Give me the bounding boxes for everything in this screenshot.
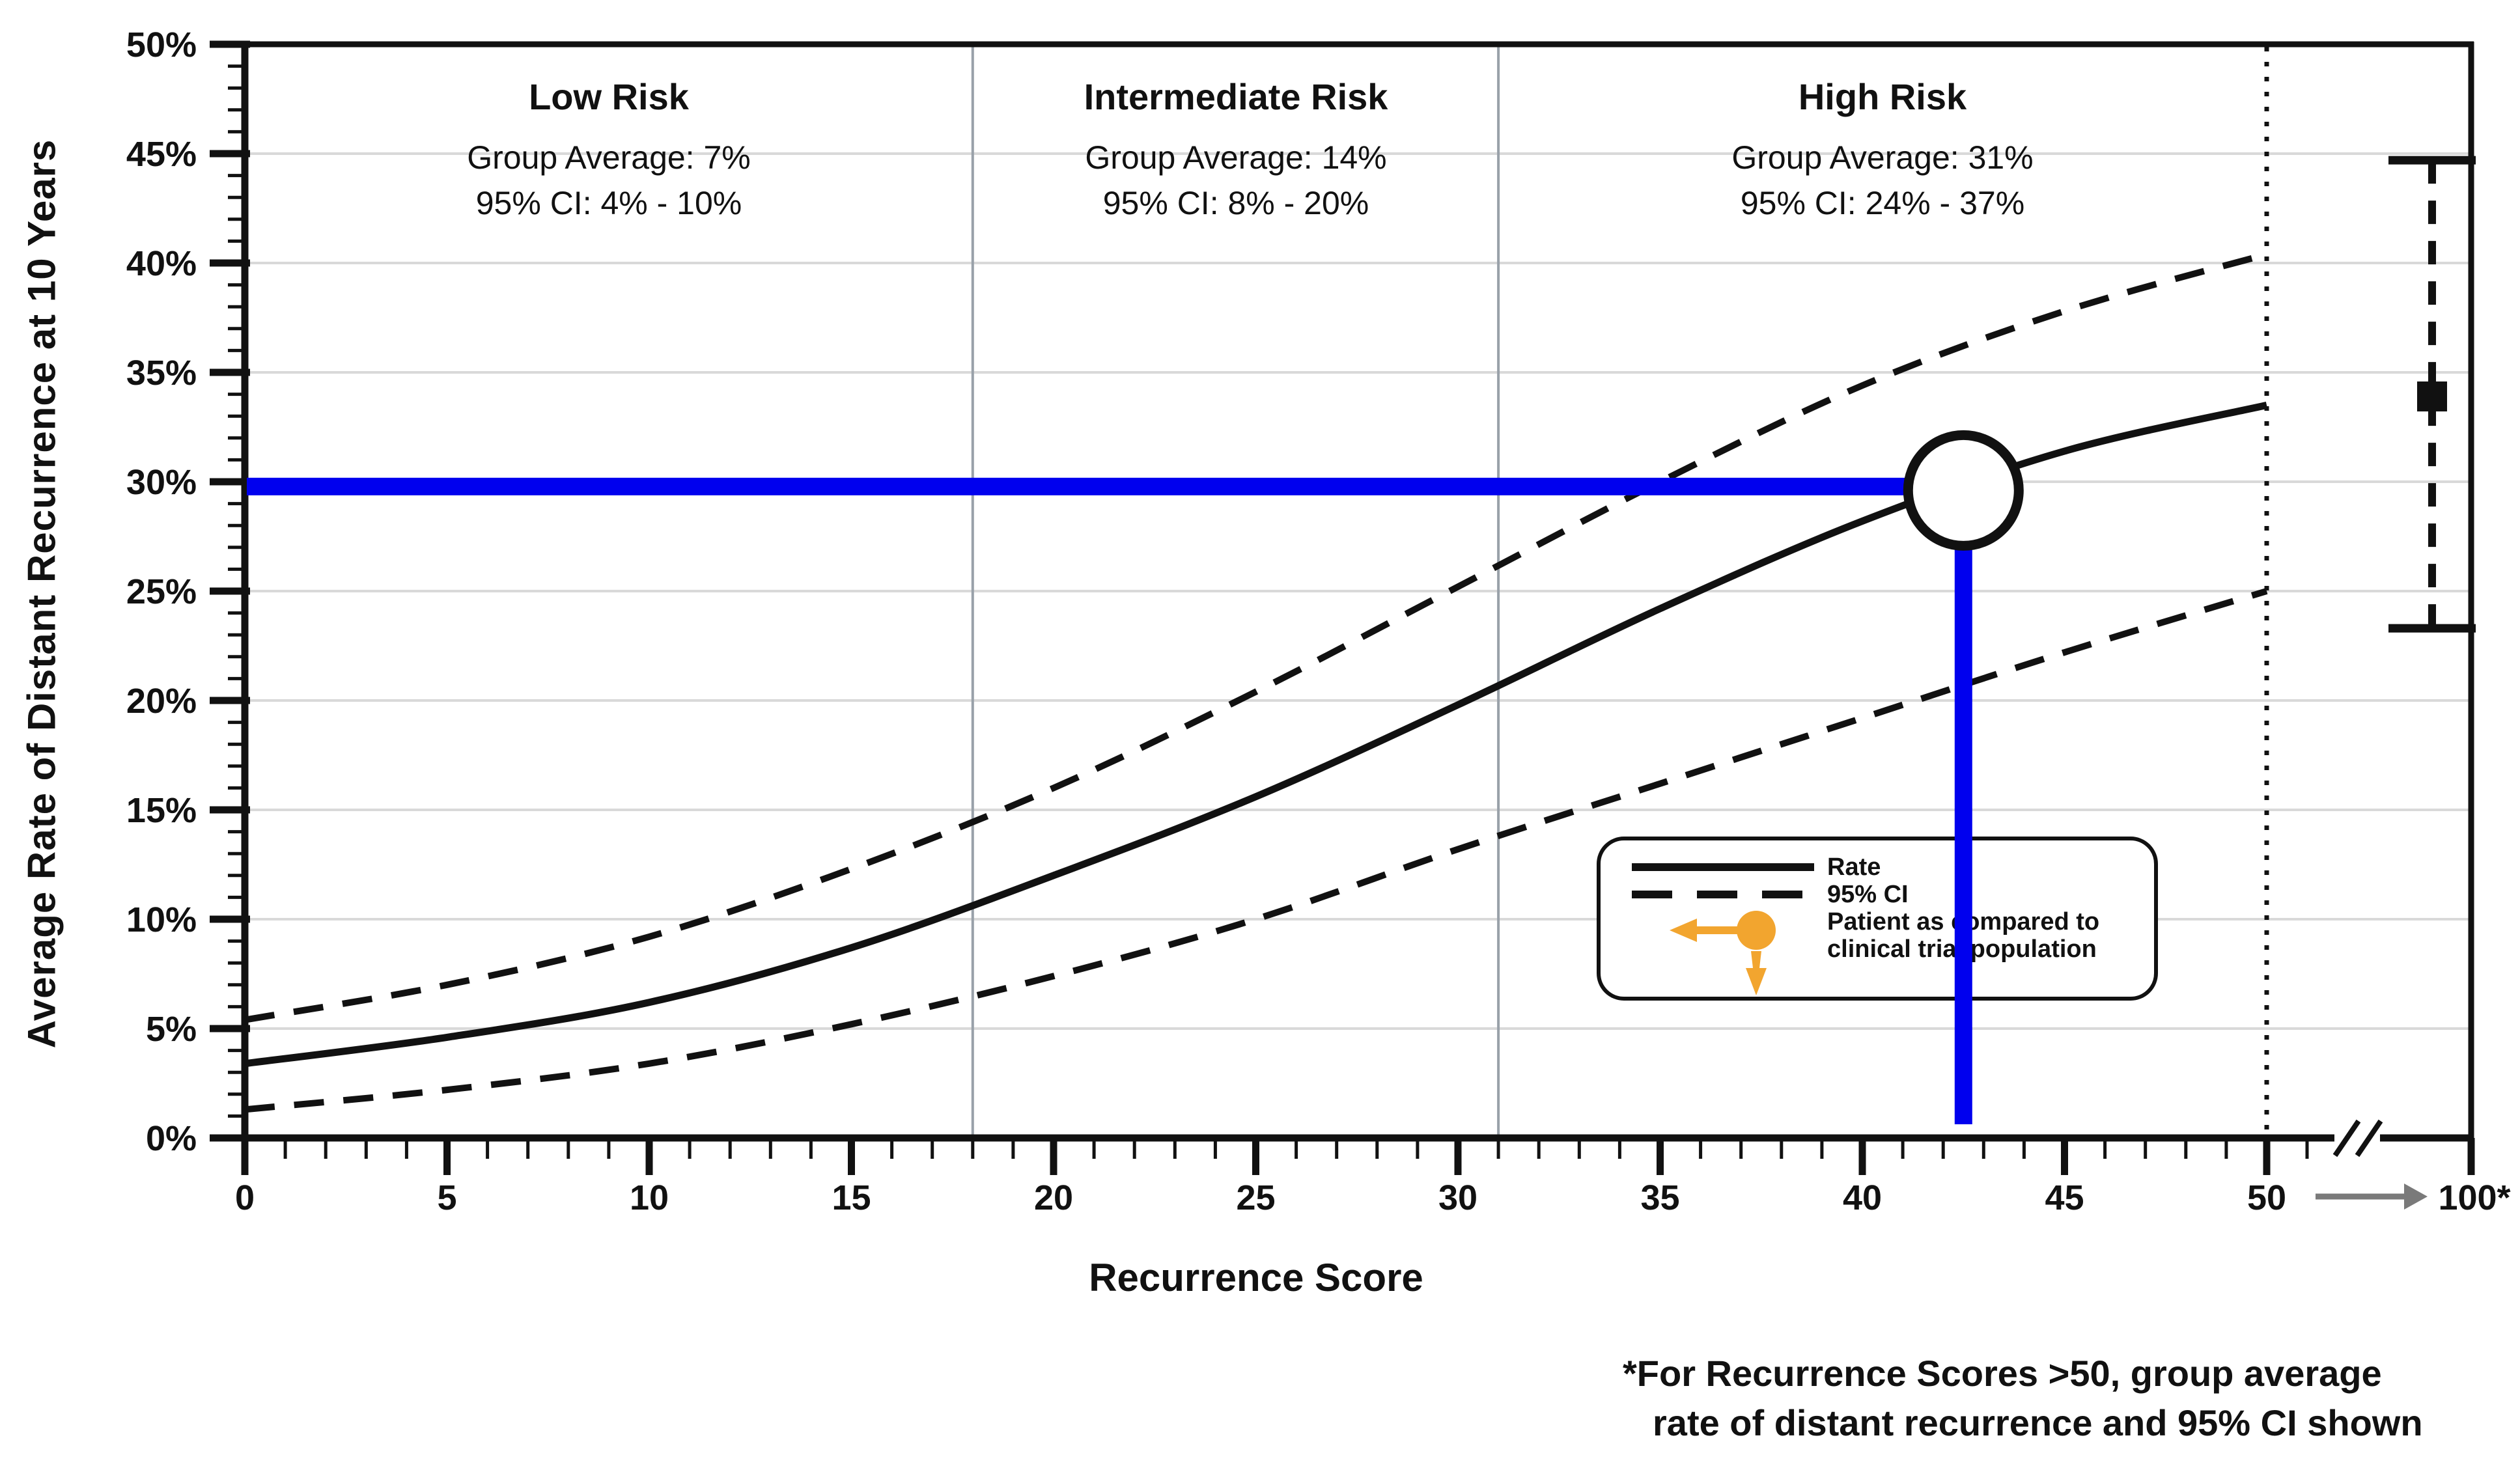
over50-average-marker — [2417, 381, 2447, 411]
footnote-line1: *For Recurrence Scores >50, group averag… — [1623, 1353, 2382, 1394]
tick-label: 50% — [126, 25, 197, 64]
tick-label: 40% — [126, 244, 197, 283]
ci-line-sample — [1632, 891, 1827, 898]
tick-label: 25% — [126, 572, 197, 611]
arrow-head-icon — [2404, 1184, 2428, 1210]
tick-label: 5% — [146, 1010, 197, 1049]
tick-label: 45 — [2045, 1178, 2084, 1217]
risk-zone-group-average: Group Average: 7% — [467, 139, 751, 176]
risk-zone-annotation-low: Low Risk Group Average: 7% 95% CI: 4% - … — [467, 76, 750, 226]
tick-label: 35 — [1640, 1178, 1679, 1217]
tick-label: 50 — [2247, 1178, 2286, 1217]
tick-label: 25 — [1236, 1178, 1275, 1217]
risk-zone-title: High Risk — [1798, 76, 1967, 117]
risk-zone-ci: 95% CI: 4% - 10% — [475, 185, 742, 221]
risk-zone-ci: 95% CI: 24% - 37% — [1740, 185, 2025, 221]
axis-break-slash — [2332, 1119, 2361, 1157]
legend-rate-label: Rate — [1827, 853, 1881, 881]
tick-label: 5 — [437, 1178, 456, 1217]
footnote: *For Recurrence Scores >50, group averag… — [1623, 1349, 2423, 1448]
legend-item-rate: Rate — [1632, 853, 2138, 881]
tick-label: 0% — [146, 1119, 197, 1158]
risk-zone-group-average: Group Average: 14% — [1085, 139, 1387, 176]
legend-item-patient: Patient as compared to clinical trial po… — [1632, 908, 2138, 997]
tick-label: 10 — [630, 1178, 669, 1217]
risk-zone-annotation-high: High Risk Group Average: 31% 95% CI: 24%… — [1731, 76, 2033, 226]
legend-patient-label-line1: Patient as compared to — [1827, 908, 2100, 935]
axis-break-gap — [2334, 1129, 2380, 1146]
tick-label: 100* — [2438, 1178, 2510, 1217]
patient-marker-circle — [1903, 430, 2024, 551]
axis-break-slash — [2355, 1119, 2383, 1157]
legend-item-ci: 95% CI — [1632, 881, 2138, 908]
x-axis-title: Recurrence Score — [1089, 1256, 1423, 1299]
risk-zone-group-average: Group Average: 31% — [1731, 139, 2034, 176]
y-axis-title: Average Rate of Distant Recurrence at 10… — [20, 139, 64, 1049]
tick-label: 45% — [126, 135, 197, 174]
tick-label: 20% — [126, 682, 197, 721]
rate-line-sample — [1632, 863, 1827, 871]
legend-patient-label: Patient as compared to clinical trial po… — [1827, 908, 2099, 963]
legend-patient-label-line2: clinical trial population — [1827, 935, 2097, 963]
footnote-line2: rate of distant recurrence and 95% CI sh… — [1653, 1402, 2423, 1443]
tick-label: 40 — [1843, 1178, 1882, 1217]
tick-label: 30 — [1438, 1178, 1477, 1217]
tick-label: 30% — [126, 463, 197, 502]
risk-zone-annotation-intermediate: Intermediate Risk Group Average: 14% 95%… — [1084, 76, 1388, 226]
legend-box: Rate 95% CI Patient as compared to clini… — [1597, 837, 2158, 1001]
risk-zone-title: Low Risk — [529, 76, 689, 117]
legend-ci-label: 95% CI — [1827, 881, 1909, 908]
patient-marker-icon — [1632, 908, 1827, 997]
risk-zone-ci: 95% CI: 8% - 20% — [1102, 185, 1369, 221]
tick-label: 15% — [126, 791, 197, 830]
tick-label: 0 — [235, 1178, 255, 1217]
tick-label: 15 — [832, 1178, 871, 1217]
tick-label: 35% — [126, 353, 197, 393]
risk-zone-title: Intermediate Risk — [1084, 76, 1388, 117]
tick-label: 20 — [1034, 1178, 1073, 1217]
tick-label: 10% — [126, 900, 197, 939]
